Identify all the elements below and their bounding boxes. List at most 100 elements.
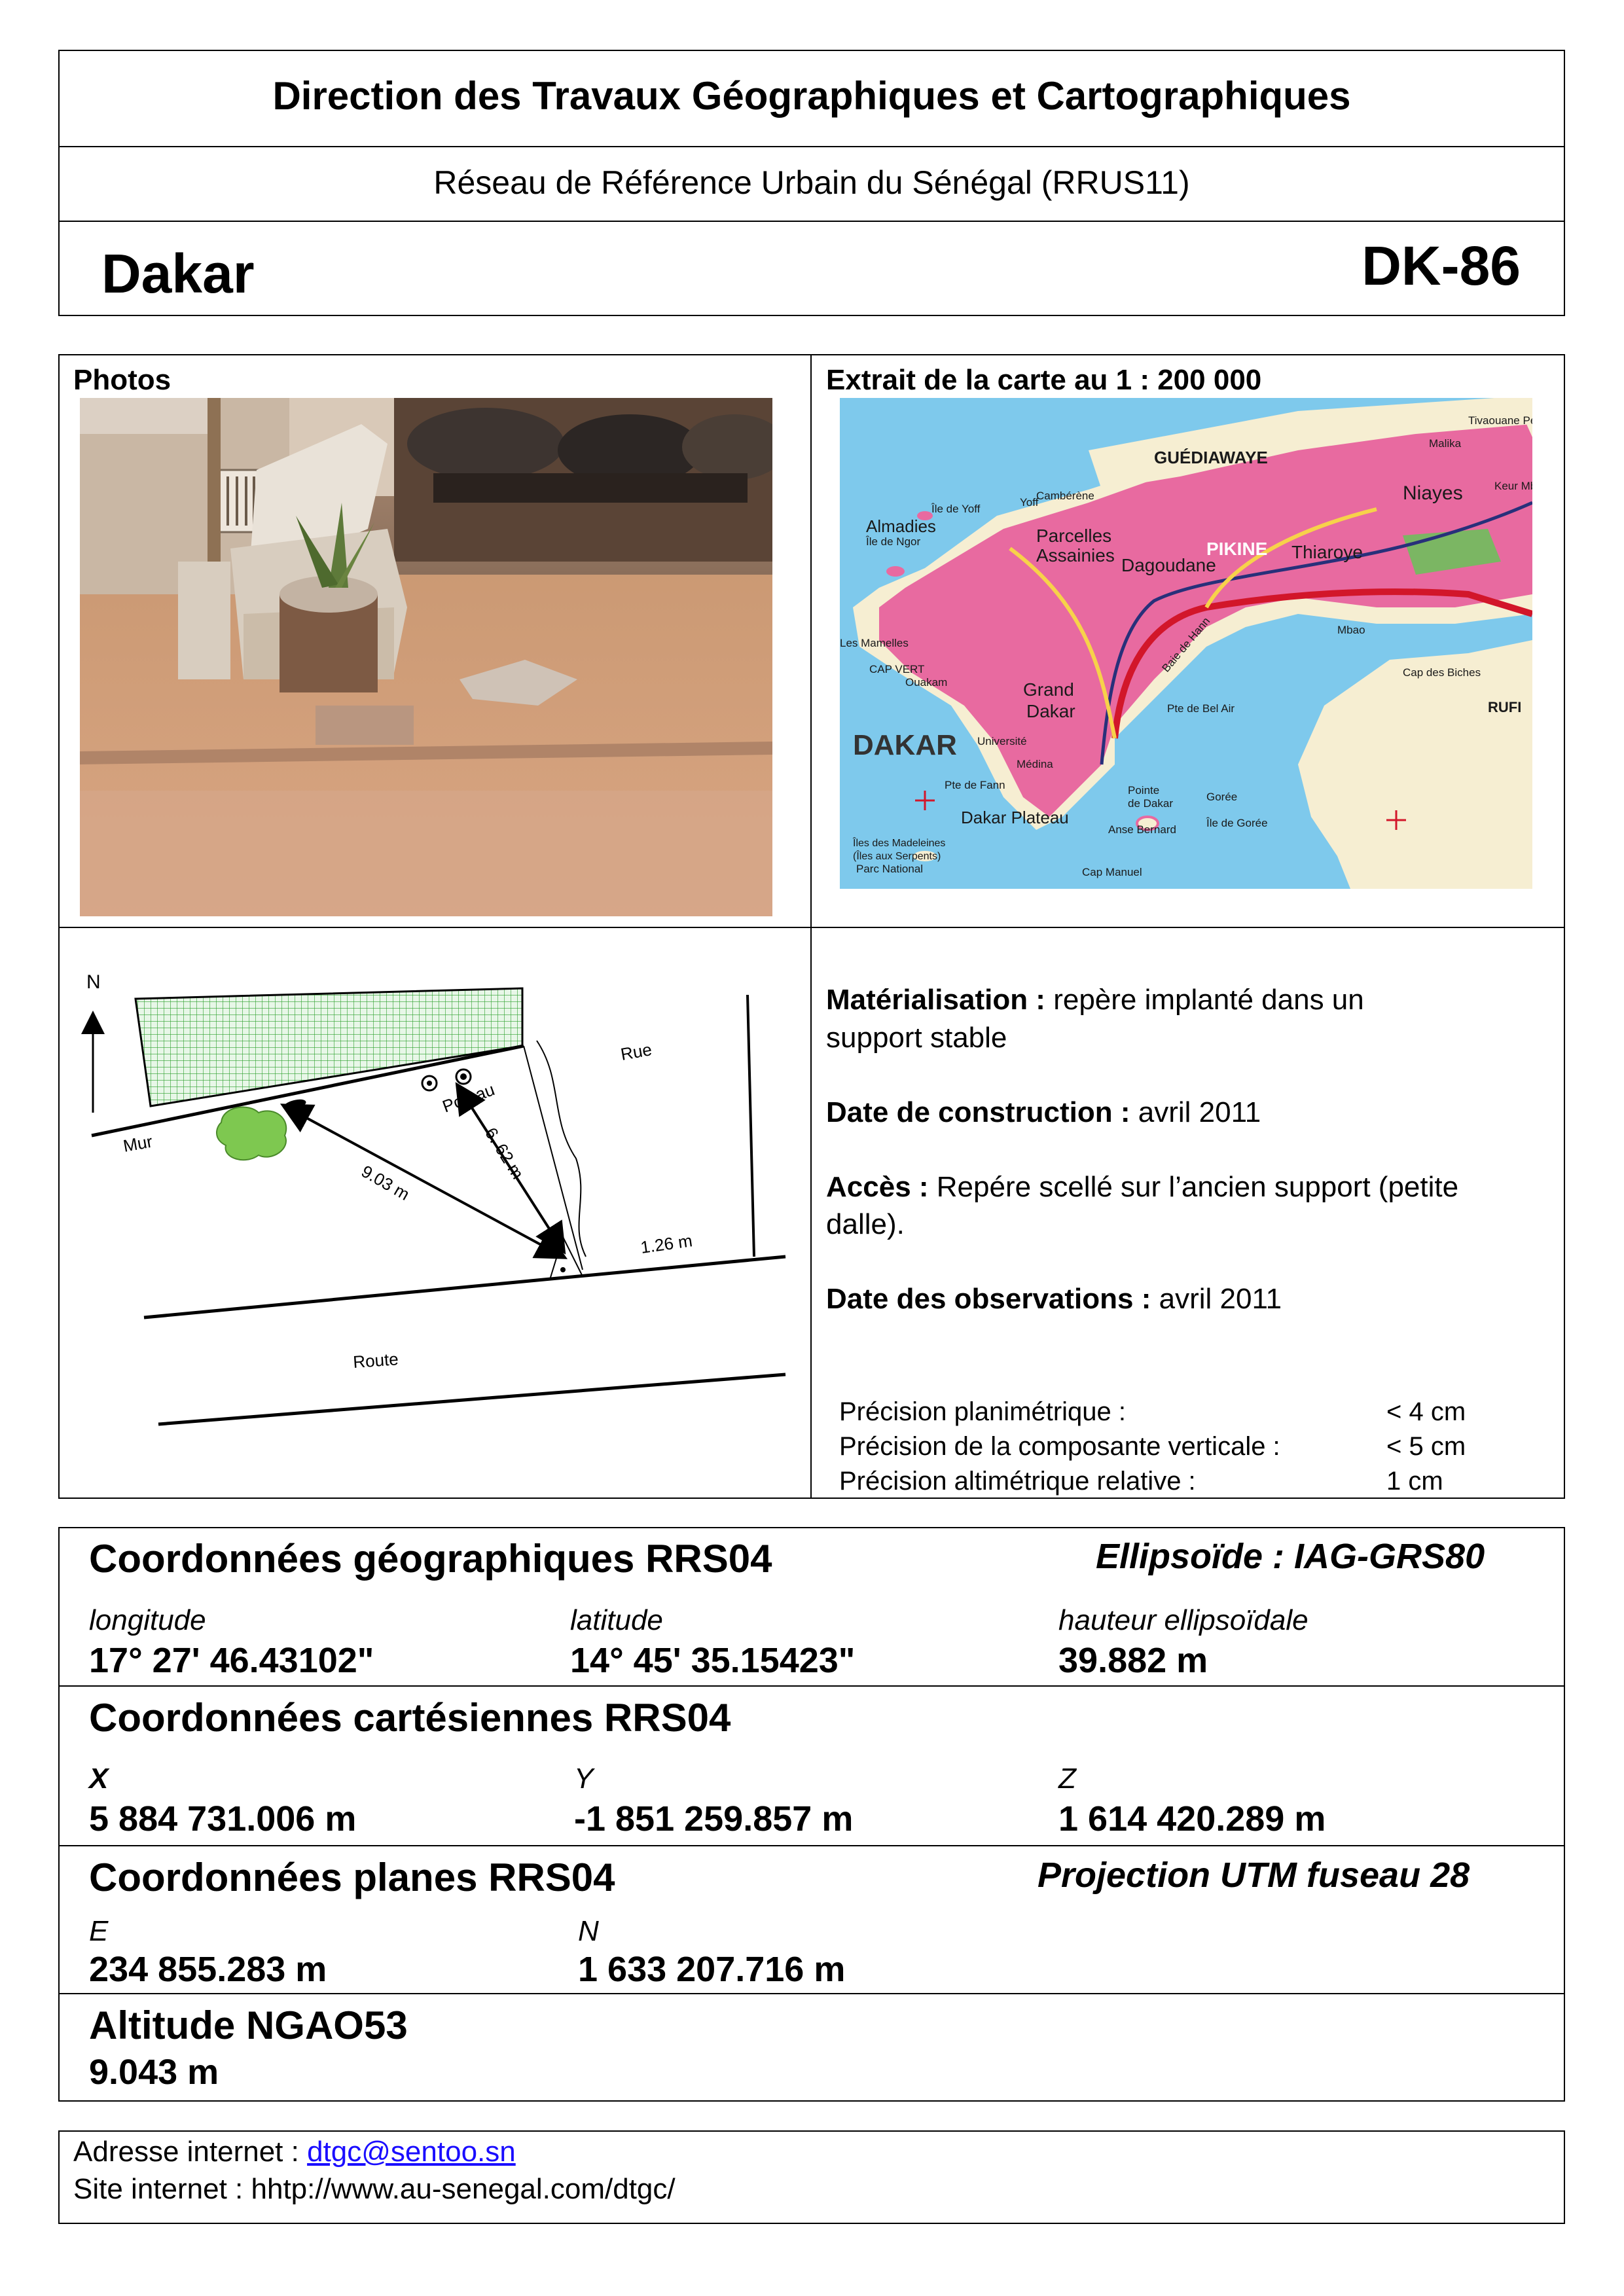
map-label-rufisque: RUFI: [1488, 699, 1521, 715]
map-label-tivaouane: Tivaouane Pe: [1468, 414, 1532, 427]
date-construction-label: Date de construction :: [826, 1096, 1130, 1128]
header-box: [58, 50, 1565, 316]
n-label: N: [578, 1915, 599, 1947]
map-label-goree: Gorée: [1206, 791, 1237, 803]
map-label-yoff: Yoff: [1020, 496, 1039, 509]
org-title: Direction des Travaux Géographiques et C…: [272, 74, 1351, 118]
map-label-plateau: Dakar Plateau: [961, 808, 1069, 827]
map-label-bel-air: Pte de Bel Air: [1167, 702, 1235, 715]
details-divider: [810, 354, 812, 1499]
mur-label: Mur: [122, 1132, 154, 1156]
map-label-de-dakar: de Dakar: [1128, 797, 1173, 810]
coordinates-divider: [58, 1845, 1565, 1846]
precision-row: Précision planimétrique :: [839, 1397, 1126, 1427]
email-link[interactable]: dtgc@sentoo.sn: [307, 2136, 516, 2168]
map-label-assainies: Assainies: [1036, 545, 1115, 565]
latitude-value: 14° 45' 35.15423": [570, 1641, 856, 1680]
alt-title: Altitude NGAO53: [89, 2003, 408, 2047]
precision-value: < 4 cm: [1386, 1397, 1466, 1426]
rue-label: Rue: [619, 1039, 653, 1064]
acces: Accès : Repére scellé sur l’ancien suppo…: [826, 1171, 1458, 1204]
site-url[interactable]: hhtp://www.au-senegal.com/dtgc/: [251, 2173, 676, 2205]
network-title: Réseau de Référence Urbain du Sénégal (R…: [433, 164, 1190, 201]
map-label-ile-yoff: Île de Yoff: [931, 503, 981, 515]
map-label-dakar: DAKAR: [853, 729, 957, 761]
route-label: Route: [352, 1349, 399, 1372]
header-divider: [58, 221, 1565, 222]
map-label-dakar2: Dakar: [1026, 701, 1075, 721]
map-label-camberene: Cambérène: [1036, 490, 1094, 502]
map-label-niayes: Niayes: [1403, 482, 1463, 504]
map-label-cap-biches: Cap des Biches: [1403, 666, 1481, 679]
materialisation-value-2: support stable: [826, 1022, 1007, 1054]
map-label-malika: Malika: [1429, 437, 1462, 450]
map-label-parc: Parc National: [856, 863, 923, 875]
latitude-label: latitude: [570, 1604, 663, 1636]
map-label-ile-ngor: Île de Ngor: [865, 535, 920, 548]
map-label-almadies: Almadies: [866, 516, 936, 536]
header-divider: [58, 146, 1565, 147]
map-label-anse-bernard: Anse Bernard: [1108, 823, 1176, 836]
map-label-keur-mbaye: Keur Mb: [1494, 480, 1532, 492]
acces-label: Accès :: [826, 1171, 929, 1203]
map-label-pte-fann: Pte de Fann: [945, 779, 1005, 791]
materialisation-value: repère implanté dans un: [1053, 984, 1364, 1016]
map-label-mbao: Mbao: [1337, 624, 1365, 636]
precision-label: Précision planimétrique :: [839, 1397, 1126, 1426]
distance-label-1: 9.03 m: [358, 1161, 413, 1204]
details-divider: [58, 927, 1565, 928]
precision-value: 1 cm: [1386, 1467, 1443, 1496]
footer-box: [58, 2130, 1565, 2224]
map-label-madeleines: Îles des Madeleines: [852, 836, 945, 849]
x-label: X: [89, 1763, 109, 1795]
longitude-value: 17° 27' 46.43102": [89, 1641, 374, 1680]
distance-label-2: 6. 62 m: [481, 1124, 528, 1182]
z-value: 1 614 420.289 m: [1058, 1799, 1326, 1839]
map-label-universite: Université: [977, 735, 1027, 747]
map-label-grand: Grand: [1023, 679, 1074, 700]
coordinates-divider: [58, 1993, 1565, 1994]
map-label-dagoudane: Dagoudane: [1121, 555, 1216, 575]
materialisation: Matérialisation : repère implanté dans u…: [826, 984, 1364, 1016]
station-code: DK-86: [1362, 235, 1521, 296]
map-label-pointe: Pointe: [1128, 784, 1159, 797]
north-label: N: [86, 971, 101, 993]
e-value: 234 855.283 m: [89, 1950, 327, 1989]
email-label: Adresse internet :: [73, 2136, 299, 2168]
plan-title: Coordonnées planes RRS04: [89, 1856, 615, 1899]
date-construction: Date de construction : avril 2011: [826, 1096, 1261, 1129]
poteau-label: Poteau: [440, 1079, 497, 1116]
y-value: -1 851 259.857 m: [574, 1799, 854, 1839]
e-label: E: [89, 1915, 109, 1947]
map-label-cap-vert: CAP VERT: [869, 663, 924, 675]
x-value: 5 884 731.006 m: [89, 1799, 357, 1839]
precision-row: Précision de la composante verticale :: [839, 1432, 1280, 1462]
map-label-parcelles: Parcelles: [1036, 526, 1111, 546]
projection: Projection UTM fuseau 28: [1038, 1856, 1470, 1895]
materialisation-label: Matérialisation :: [826, 984, 1045, 1016]
map-label-serpents: (Îles aux Serpents): [853, 850, 941, 862]
coordinates-divider: [58, 1685, 1565, 1687]
city-name: Dakar: [101, 243, 255, 304]
acces-value: Repére scellé sur l’ancien support (peti…: [936, 1171, 1459, 1203]
height-label: hauteur ellipsoïdale: [1058, 1604, 1308, 1636]
map-label-ouakam: Ouakam: [905, 676, 947, 689]
distance-label-3: 1.26 m: [640, 1230, 694, 1257]
map-label-guediawaye: GUÉDIAWAYE: [1154, 448, 1268, 467]
date-observations: Date des observations : avril 2011: [826, 1283, 1282, 1316]
map-label-pikine: PIKINE: [1206, 539, 1267, 559]
z-label: Z: [1058, 1763, 1076, 1795]
precision-label: Précision altimétrique relative :: [839, 1467, 1196, 1496]
map-label: Extrait de la carte au 1 : 200 000: [826, 364, 1262, 396]
details-box: [58, 354, 1565, 1499]
precision-value: < 5 cm: [1386, 1432, 1466, 1461]
geo-title: Coordonnées géographiques RRS04: [89, 1537, 772, 1581]
map-label-cap-manuel: Cap Manuel: [1082, 866, 1142, 878]
site-row: Site internet : hhtp://www.au-senegal.co…: [73, 2173, 676, 2206]
coordinates-box: [58, 1527, 1565, 2102]
map-label-mamelles: Les Mamelles: [840, 637, 909, 649]
cart-title: Coordonnées cartésiennes RRS04: [89, 1696, 731, 1740]
precision-label: Précision de la composante verticale :: [839, 1432, 1280, 1461]
ellipsoid: Ellipsoïde : IAG-GRS80: [1096, 1537, 1485, 1576]
acces-value-2: dalle).: [826, 1208, 905, 1240]
